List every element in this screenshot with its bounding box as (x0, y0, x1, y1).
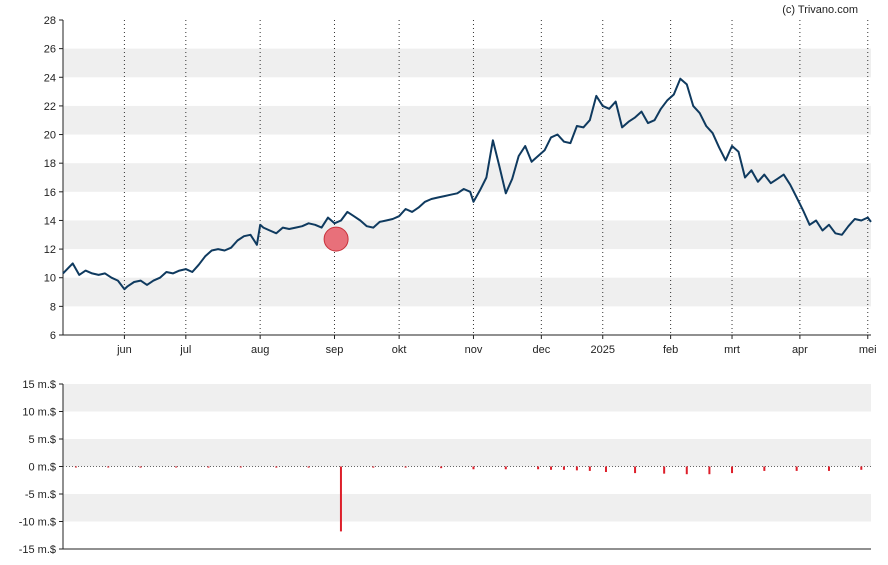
volume-bar (207, 466, 210, 468)
volume-bar (239, 466, 242, 468)
volume-bar (550, 466, 553, 470)
volume-bar (562, 466, 565, 470)
price-y-tick-label: 8 (50, 301, 56, 313)
price-x-tick-label: sep (326, 344, 344, 356)
price-x-tick-label: mrt (724, 344, 740, 356)
price-band (63, 48, 871, 78)
price-x-tick-label: feb (663, 344, 678, 356)
volume-y-tick-label: 15 m.$ (22, 379, 56, 391)
volume-bar (575, 466, 578, 471)
price-y-tick-label: 22 (44, 101, 56, 113)
volume-y-tick-label: -5 m.$ (25, 489, 56, 501)
volume-bar (139, 466, 142, 468)
volume-y-tick-label: -15 m.$ (19, 544, 56, 556)
volume-bar (731, 466, 734, 474)
volume-bar (307, 466, 310, 468)
volume-bar (339, 466, 342, 532)
price-band (63, 220, 871, 250)
price-x-tick-label: aug (251, 344, 269, 356)
volume-band (63, 439, 871, 467)
price-band (63, 105, 871, 135)
volume-y-tick-label: 10 m.$ (22, 407, 56, 419)
volume-bar (827, 466, 830, 471)
volume-bars (74, 466, 863, 532)
price-y-tick-label: 16 (44, 187, 56, 199)
price-y-tick-label: 24 (44, 72, 56, 84)
volume-bar (372, 466, 375, 468)
price-x-tick-label: jun (116, 344, 132, 356)
price-x-tick-label: dec (532, 344, 550, 356)
volume-bar (860, 466, 863, 470)
volume-y-tick-label: 5 m.$ (28, 434, 56, 446)
price-x-tick-label: jul (179, 344, 191, 356)
volume-bar (537, 466, 540, 470)
price-y-tick-label: 20 (44, 130, 56, 142)
volume-bar (588, 466, 591, 471)
volume-bar (74, 466, 77, 468)
volume-bar (685, 466, 688, 475)
credit-label: (c) Trivano.com (782, 4, 858, 16)
volume-bar (107, 466, 110, 468)
volume-bar (708, 466, 711, 475)
price-x-tick-label: 2025 (591, 344, 615, 356)
volume-bar (472, 466, 475, 470)
volume-bands (63, 384, 871, 522)
price-vertical-gridlines (123, 20, 869, 335)
price-x-tick-label: okt (392, 344, 407, 356)
price-bands (63, 48, 871, 307)
volume-bar (604, 466, 607, 472)
volume-bar (440, 466, 443, 469)
volume-bar (404, 466, 407, 468)
price-y-tick-label: 18 (44, 158, 56, 170)
volume-band (63, 384, 871, 412)
volume-bar (175, 466, 178, 468)
price-x-tick-label: apr (792, 344, 808, 356)
price-x-tick-label: nov (465, 344, 483, 356)
volume-bar (275, 466, 278, 468)
price-y-tick-label: 10 (44, 273, 56, 285)
volume-band (63, 494, 871, 522)
price-x-tick-label: mei (859, 344, 877, 356)
event-marker (323, 226, 349, 252)
price-y-tick-label: 28 (44, 15, 56, 27)
volume-y-ticks: -15 m.$ -10 m.$ -5 m.$ 0 m.$ 5 m.$ 10 m.$ 15 m… (19, 379, 63, 556)
price-y-tick-label: 26 (44, 44, 56, 56)
volume-panel: -15 m.$ -10 m.$ -5 m.$ 0 m.$ 5 m.$ 10 m.$ 15 m… (19, 379, 871, 556)
volume-y-tick-label: -10 m.$ (19, 517, 56, 529)
price-x-ticks: jun jul aug sep okt nov dec 2025 feb mrt apr mei (116, 335, 877, 356)
price-y-tick-label: 12 (44, 244, 56, 256)
volume-bar (634, 466, 637, 474)
price-y-ticks: 6 8 10 12 14 16 18 20 22 24 26 28 (44, 15, 63, 342)
volume-bar (663, 466, 666, 474)
price-band (63, 163, 871, 192)
price-band (63, 277, 871, 307)
price-panel: 6 8 10 12 14 16 18 20 22 24 26 28 jun jul aug sep okt no… (44, 15, 877, 356)
price-series-line (62, 77, 872, 291)
volume-y-tick-label: 0 m.$ (28, 462, 56, 474)
price-y-tick-label: 6 (50, 330, 56, 342)
volume-bar (795, 466, 798, 471)
price-y-tick-label: 14 (44, 215, 56, 227)
volume-bar (763, 466, 766, 471)
volume-bar (504, 466, 507, 470)
